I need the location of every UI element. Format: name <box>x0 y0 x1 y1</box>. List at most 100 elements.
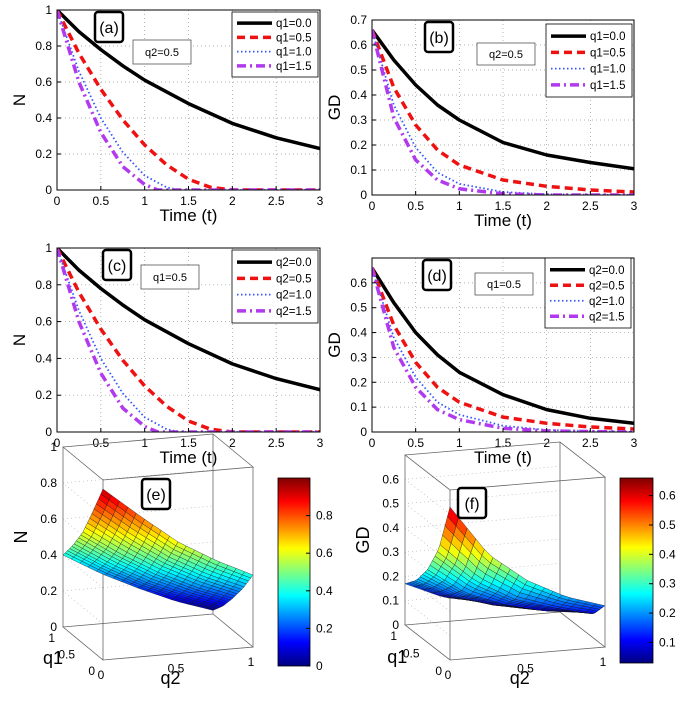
legend-label: q1=0.0 <box>590 31 626 43</box>
legend-label: q1=1.0 <box>276 47 312 59</box>
z-grid-line <box>404 514 561 564</box>
colorbar-tick-label: 0.8 <box>316 509 333 523</box>
x-axis-label: q2 <box>160 668 180 688</box>
surface-panel-5: 00.10.20.30.40.50.60 0.5 100.51q2q1GD(f)0.… <box>353 441 676 688</box>
colorbar-tick-label: 0.6 <box>659 489 676 503</box>
x-tick-label: 1.5 <box>180 436 197 450</box>
z-tick-label: 0.5 <box>382 497 399 511</box>
surface-patch <box>242 571 254 579</box>
x-tick-label: 3 <box>631 436 638 450</box>
y-tick-label: 0 <box>88 664 95 678</box>
legend-label: q2=0.0 <box>276 257 312 269</box>
x-tick-label: 2.5 <box>582 199 599 213</box>
panel-badge-frame <box>101 248 133 282</box>
surface-patch <box>593 603 606 608</box>
legend-label: q2=1.0 <box>589 296 625 308</box>
x-tick-label: 0 <box>369 199 376 213</box>
series-line-q1=0.0 <box>372 28 634 171</box>
box-bottom <box>61 613 255 661</box>
y-tick-label: 0 <box>360 425 367 439</box>
z-tick-label: 0.2 <box>40 584 57 598</box>
z-axis-label: GD <box>353 526 373 553</box>
parameter-label: q2=0.5 <box>145 47 179 59</box>
colorbar-tick-label: 0.4 <box>316 584 333 598</box>
series-line-q1=0.5 <box>57 10 320 190</box>
colorbar-tick-label: 0.3 <box>659 577 676 591</box>
series-line-q2=0.0 <box>57 248 320 392</box>
y-axis-label: q1 <box>43 648 63 668</box>
z-tick-label: 0.1 <box>382 594 399 608</box>
colorbar-tick-label: 0.2 <box>316 621 333 635</box>
y-tick-label: 0 <box>435 664 442 678</box>
y-tick-label: 0.3 <box>350 113 367 127</box>
x-tick-label: 0 <box>369 436 376 450</box>
y-tick-label: 0.4 <box>350 88 367 102</box>
y-tick-label: 0.6 <box>35 315 52 329</box>
panel-badge-frame <box>140 477 172 511</box>
x-tick-label: 0 <box>54 194 61 208</box>
y-tick-label: 0.5 <box>58 648 75 662</box>
y-tick-label: 0 <box>45 425 52 439</box>
x-tick-label: 0.5 <box>92 194 109 208</box>
y-tick-label: 1 <box>45 241 52 255</box>
colorbar <box>619 477 654 664</box>
legend-label: q1=1.5 <box>276 61 312 73</box>
legend-label: q1=1.5 <box>590 80 626 92</box>
colorbar-tick-label: 0.4 <box>659 547 676 561</box>
x-tick-label: 1 <box>141 194 148 208</box>
x-tick-label: 3 <box>631 199 638 213</box>
panel-label: (c) <box>108 258 127 275</box>
box-bottom <box>403 611 607 661</box>
y-tick-label: 0.4 <box>350 326 367 340</box>
x-tick-label: 2 <box>229 436 236 450</box>
y-axis-label: N <box>10 94 29 106</box>
panel-label: (d) <box>427 268 447 285</box>
legend-label: q1=0.5 <box>276 32 312 44</box>
legend-label: q2=1.5 <box>276 306 312 318</box>
y-tick-label: 0.2 <box>35 388 52 402</box>
y-tick-label: 0 <box>360 188 367 202</box>
y-tick-label: 0.6 <box>350 276 367 290</box>
legend-label: q2=1.5 <box>589 311 625 323</box>
x-tick-label: 1 <box>141 436 148 450</box>
z-tick-label: 0.6 <box>40 512 57 526</box>
x-tick-label: 0.5 <box>407 436 424 450</box>
z-axis-label: N <box>11 531 31 544</box>
x-tick-label: 0.5 <box>407 199 424 213</box>
x-tick-label: 3 <box>317 436 324 450</box>
x-tick-label: 2.5 <box>268 436 285 450</box>
legend-label: q1=1.0 <box>590 64 626 76</box>
y-tick-label: 0.2 <box>350 375 367 389</box>
y-tick-label: 1 <box>48 631 55 645</box>
x-tick-label: 2.5 <box>582 436 599 450</box>
z-tick-label: 0.4 <box>382 521 399 535</box>
series-line-q2=0.0 <box>372 266 634 426</box>
legend-label: q2=0.5 <box>589 280 625 292</box>
z-grid-line <box>62 505 214 553</box>
z-grid-line <box>404 466 561 515</box>
y-tick-label: 0.1 <box>350 400 367 414</box>
x-tick-label: 1 <box>456 436 463 450</box>
panel-badge-frame <box>456 486 488 520</box>
x-tick-label: 0 <box>98 668 105 682</box>
y-tick-label: 0.8 <box>35 278 52 292</box>
chart-panel-2: 0 0.5 1 1.5 2 2.5 3 0 0.2 0.4 0.6 0.8 1 Time (t) N (c) q… <box>10 241 324 467</box>
colorbar-tick-label: 0 <box>316 659 323 673</box>
x-tick-label: 0.5 <box>168 662 185 676</box>
colorbar-tick-label: 0.6 <box>316 546 333 560</box>
panel-badge-frame <box>93 10 125 44</box>
x-tick-label: 2 <box>229 194 236 208</box>
z-grid-line <box>62 469 214 517</box>
panel-label: (f) <box>464 496 479 513</box>
series-line-q2=1.5 <box>372 267 634 432</box>
z-tick-label: 0.4 <box>40 548 57 562</box>
panel-badge-frame <box>423 20 455 54</box>
y-tick-label: 0.3 <box>350 350 367 364</box>
x-axis-label: Time (t) <box>474 211 532 230</box>
x-axis-label: Time (t) <box>160 206 218 225</box>
parameter-box <box>476 42 536 66</box>
y-axis-label: GD <box>325 95 344 121</box>
colorbar-tick-label: 0.2 <box>659 606 676 620</box>
y-tick-label: 0.7 <box>350 13 367 27</box>
